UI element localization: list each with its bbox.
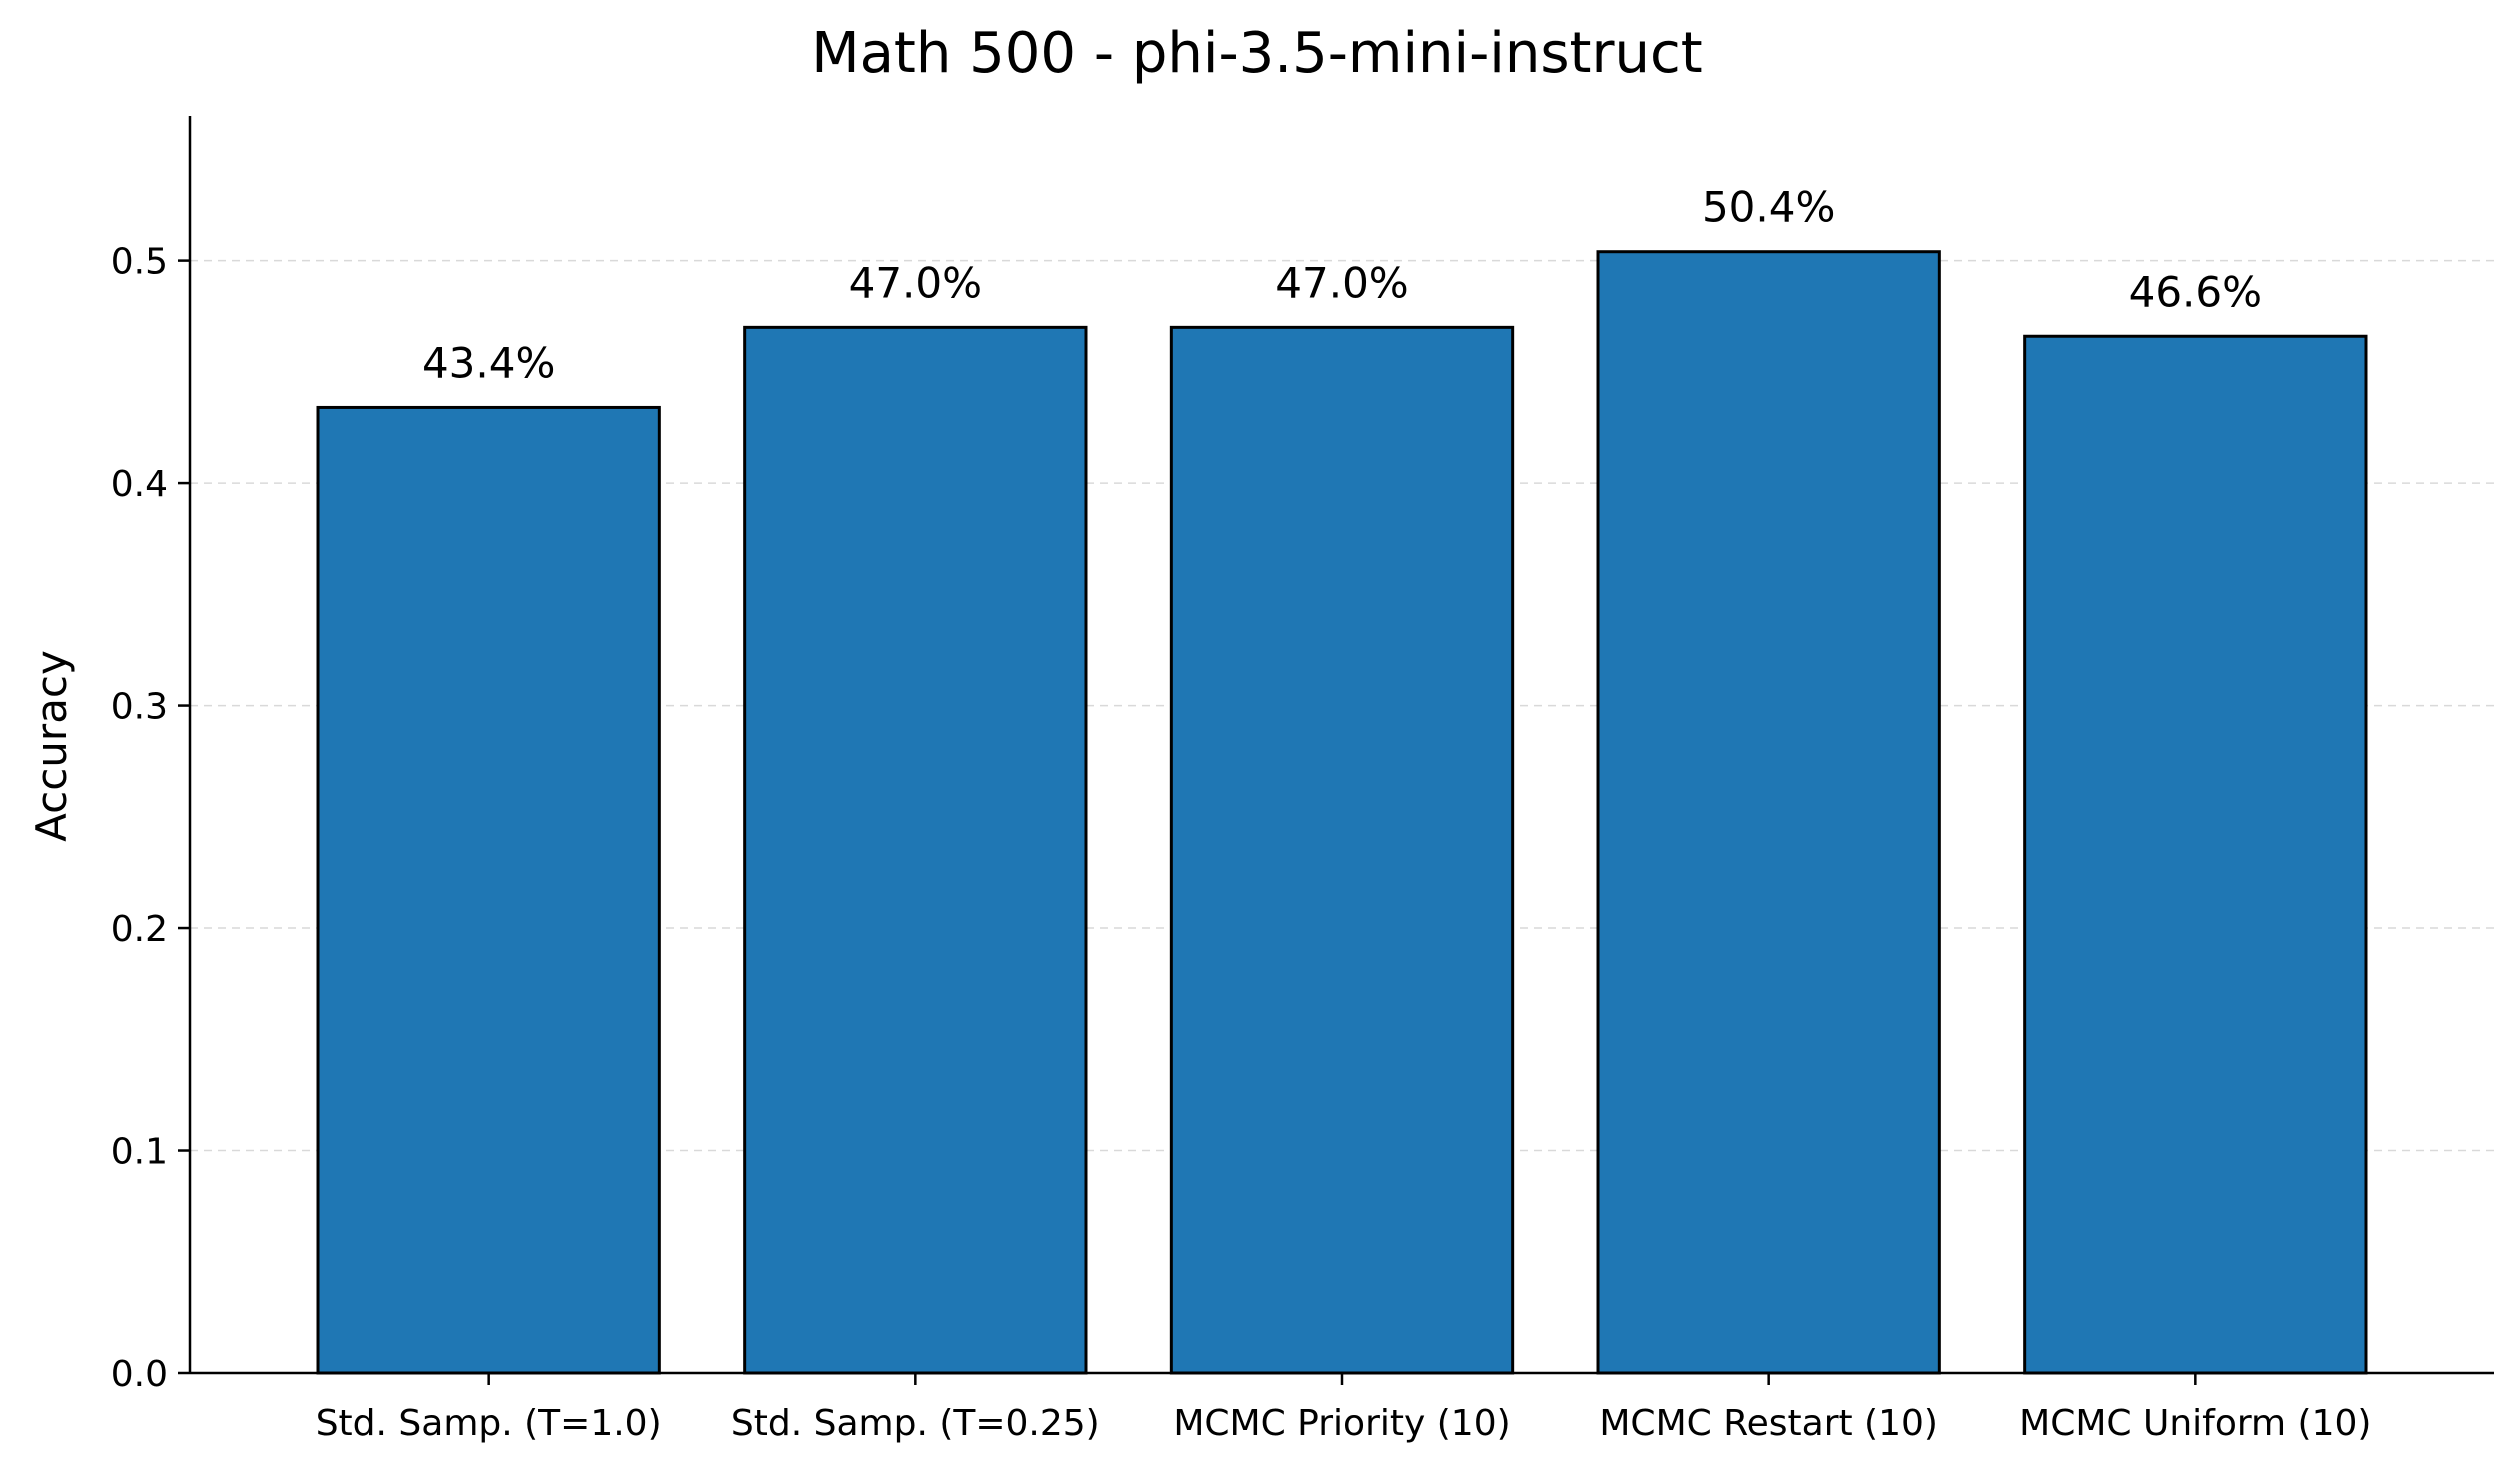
- x-ticks: Std. Samp. (T=1.0) Std. Samp. (T=0.25) MCM…: [316, 1373, 2371, 1444]
- bar: [1596, 250, 1941, 1375]
- bar-value-label: 47.0%: [1275, 258, 1408, 307]
- y-tick-label: 0.4: [111, 464, 168, 505]
- bar: [1169, 325, 1515, 1375]
- x-tick-label: MCMC Uniform (10): [2019, 1403, 2371, 1444]
- x-tick-label: MCMC Priority (10): [1173, 1403, 1510, 1444]
- y-tick-label: 0.1: [111, 1132, 168, 1173]
- bar-value-label: 47.0%: [849, 258, 982, 307]
- y-tick-label: 0.5: [111, 242, 168, 283]
- bar-value-label: 50.4%: [1702, 183, 1835, 232]
- x-tick-label: Std. Samp. (T=0.25): [731, 1403, 1100, 1444]
- x-tick-label: MCMC Restart (10): [1599, 1403, 1938, 1444]
- bar-value-label: 43.4%: [422, 338, 555, 387]
- bar-value-label: 46.6%: [2129, 267, 2262, 316]
- y-ticks: 0.0 0.1 0.2 0.3 0.4 0.5: [111, 242, 190, 1395]
- bar: [316, 405, 661, 1375]
- bars: [316, 250, 2368, 1375]
- y-tick-label: 0.3: [111, 687, 168, 728]
- bar: [2023, 334, 2368, 1375]
- y-tick-label: 0.0: [111, 1354, 168, 1395]
- chart-title: Math 500 - phi-3.5-mini-instruct: [811, 21, 1702, 86]
- y-axis-label: Accuracy: [27, 650, 76, 842]
- bar: [743, 325, 1088, 1375]
- data-labels: 43.4% 47.0% 47.0% 50.4% 46.6%: [422, 183, 2262, 388]
- y-tick-label: 0.2: [111, 909, 168, 950]
- x-tick-label: Std. Samp. (T=1.0): [316, 1403, 662, 1444]
